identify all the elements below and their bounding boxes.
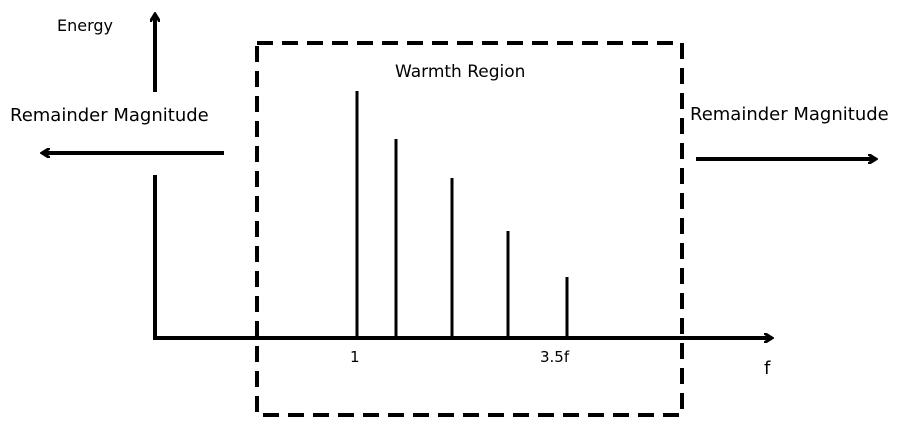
- x-tick-label: 1: [350, 348, 360, 366]
- region-title: Warmth Region: [395, 62, 526, 82]
- left-arrow-label: Remainder Magnitude: [10, 105, 209, 126]
- x-tick-label: 3.5f: [540, 348, 570, 366]
- right-arrow-label: Remainder Magnitude: [690, 104, 889, 125]
- y-axis-label: Energy: [57, 16, 114, 35]
- warmth-region-box: [255, 41, 684, 417]
- x-axis-label: f: [764, 358, 771, 379]
